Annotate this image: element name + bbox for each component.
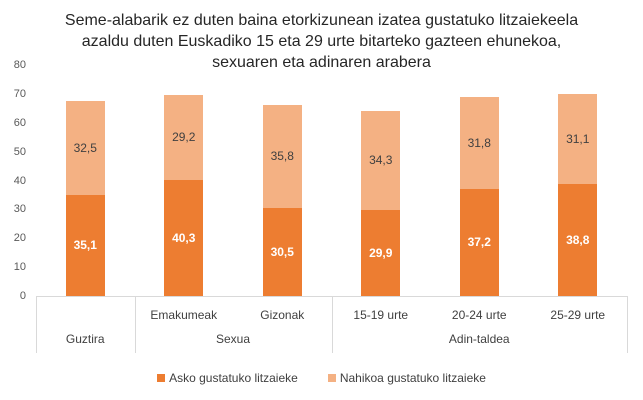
y-tick-label: 0 [19, 290, 26, 302]
x-group-label: Sexua [215, 332, 251, 346]
x-group-label: Adin-taldea [448, 332, 510, 346]
x-category-label: 20-24 urte [451, 308, 507, 322]
bar-segment-nahikoa: 34,3 [361, 110, 401, 210]
data-label: 30,5 [270, 244, 294, 259]
data-label: 32,5 [73, 140, 97, 155]
bar-segment-asko: 30,5 [262, 207, 302, 296]
bar-segment-nahikoa: 31,8 [459, 96, 499, 189]
data-label: 40,3 [172, 230, 196, 245]
bar-segment-asko: 38,8 [558, 183, 598, 296]
y-tick-label: 50 [13, 145, 26, 158]
y-tick-label: 10 [13, 261, 26, 274]
bar-segment-nahikoa: 32,5 [65, 100, 105, 195]
y-tick-label: 40 [13, 174, 26, 187]
chart-title: Seme-alabarik ez duten baina etorkizunea… [0, 10, 643, 73]
bar-segment-nahikoa: 29,2 [164, 95, 204, 180]
x-category-label: Gizonak [260, 308, 305, 322]
legend-item-asko: Asko gustatuko litzaieke [157, 371, 298, 385]
bar-segment-asko: 35,1 [65, 194, 105, 296]
data-label: 29,9 [369, 245, 393, 260]
bar-segment-nahikoa: 31,1 [558, 94, 598, 184]
chart-title-line-1: Seme-alabarik ez duten baina etorkizunea… [64, 12, 579, 29]
y-tick-label: 80 [13, 59, 26, 71]
data-label: 35,1 [73, 238, 97, 253]
legend-item-nahikoa: Nahikoa gustatuko litzaieke [327, 371, 486, 385]
x-category-label: 15-19 urte [353, 308, 409, 322]
y-tick-label: 30 [13, 203, 26, 216]
x-axis-group-separator [36, 296, 37, 353]
legend-label-nahikoa: Nahikoa gustatuko litzaieke [339, 371, 486, 385]
legend-swatch-asko [157, 374, 166, 382]
data-label: 35,8 [270, 149, 294, 164]
legend: Asko gustatuko litzaieke Nahikoa gustatu… [0, 371, 643, 385]
y-tick-label: 70 [13, 87, 26, 100]
data-label: 37,2 [467, 235, 491, 250]
bar-segment-asko: 37,2 [459, 188, 499, 296]
chart-title-line-3: sexuaren eta adinaren arabera [212, 54, 431, 71]
bar-segment-asko: 40,3 [164, 179, 204, 296]
legend-swatch-nahikoa [327, 374, 336, 382]
x-category-label: Emakumeak [150, 308, 218, 322]
legend-label-asko: Asko gustatuko litzaieke [169, 371, 298, 385]
x-category-label: 25-29 urte [550, 308, 606, 322]
x-axis-group-separator [627, 296, 628, 353]
data-label: 29,2 [172, 130, 196, 145]
x-axis-group-separator [331, 296, 333, 353]
x-category-label: Guztira [65, 332, 105, 346]
x-axis-group-separator [134, 296, 136, 353]
bar-segment-nahikoa: 35,8 [262, 104, 302, 208]
chart-title-line-2: azaldu duten Euskadiko 15 eta 29 urte bi… [81, 33, 562, 50]
data-label: 31,8 [467, 135, 491, 150]
bar-segment-asko: 29,9 [361, 209, 401, 296]
y-tick-label: 60 [13, 116, 26, 129]
y-tick-label: 20 [13, 232, 26, 245]
data-label: 34,3 [369, 153, 393, 168]
data-label: 38,8 [566, 232, 590, 247]
data-label: 31,1 [566, 132, 590, 147]
